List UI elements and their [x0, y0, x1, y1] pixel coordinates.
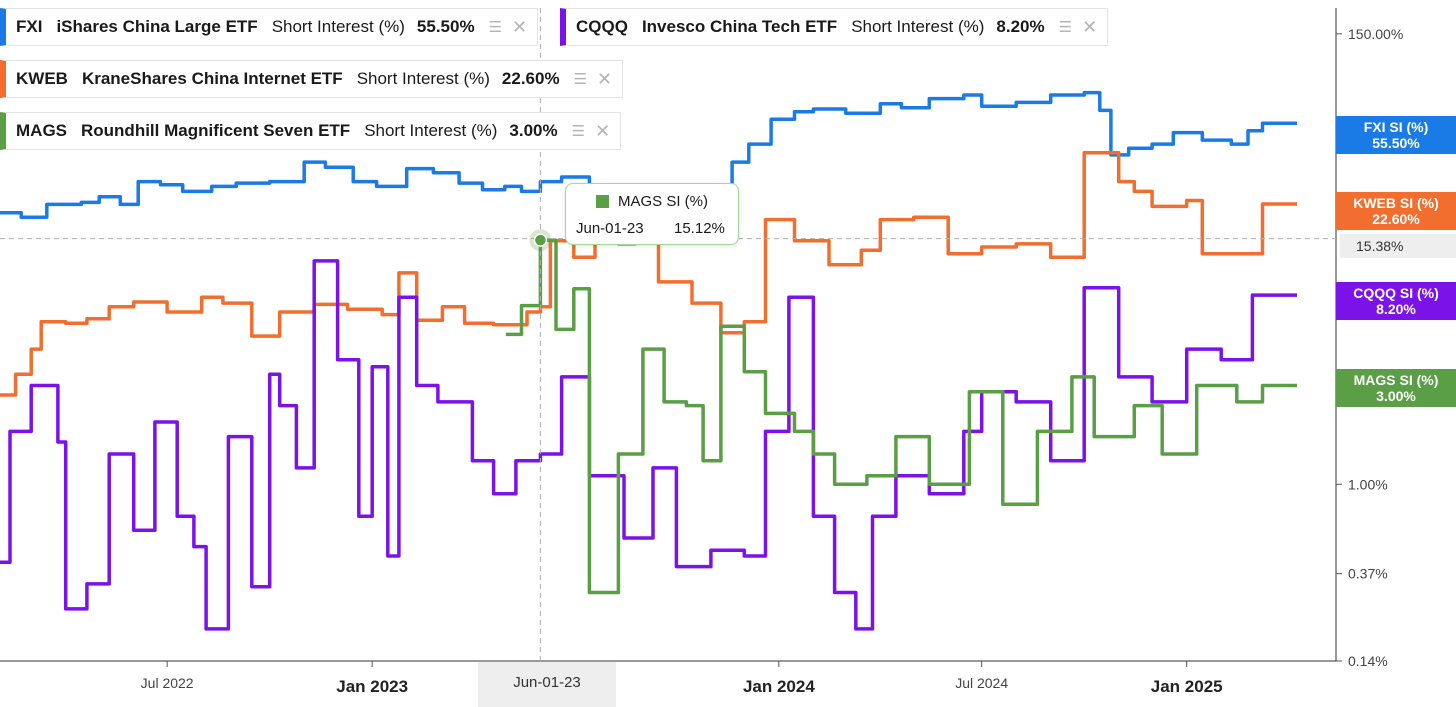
legend-kweb[interactable]: KWEB KraneShares China Internet ETF Shor… — [0, 60, 624, 98]
legend-ticker: CQQQ — [576, 17, 628, 36]
series-line-cqqq — [0, 259, 1297, 631]
crosshair-group — [0, 8, 1336, 661]
end-tag-cqqq: CQQQ SI (%) 8.20% — [1336, 282, 1456, 320]
crosshair-value-label: 15.38% — [1340, 234, 1456, 258]
end-tag-value: 22.60% — [1372, 211, 1420, 227]
tooltip-date: Jun-01-23 — [576, 220, 644, 237]
x-tick-label: Jan 2025 — [1151, 677, 1223, 696]
end-tag-fxi: FXI SI (%) 55.50% — [1336, 116, 1456, 154]
crosshair-date-label: Jun-01-23 — [478, 662, 616, 707]
legend-name: iShares China Large ETF — [56, 17, 258, 36]
end-tag-label: CQQQ SI (%) — [1353, 285, 1439, 301]
x-tick-label: Jan 2023 — [336, 677, 408, 696]
series-group — [0, 90, 1297, 631]
legend-ticker: MAGS — [16, 121, 67, 140]
layers-plus-icon[interactable]: ☰ — [571, 123, 586, 140]
end-tag-label: KWEB SI (%) — [1353, 195, 1439, 211]
legend-name: Invesco China Tech ETF — [641, 17, 838, 36]
layers-plus-icon[interactable]: ☰ — [1058, 19, 1073, 36]
end-tag-label: MAGS SI (%) — [1353, 372, 1439, 388]
legend-value: 3.00% — [509, 121, 558, 140]
hover-point[interactable] — [533, 233, 548, 247]
legend-name: KraneShares China Internet ETF — [81, 69, 343, 88]
close-icon[interactable]: ✕ — [1082, 16, 1098, 37]
y-tick-label: 0.14% — [1348, 653, 1388, 669]
legend-metric: Short Interest (%) — [851, 17, 985, 36]
end-tag-kweb: KWEB SI (%) 22.60% — [1336, 192, 1456, 230]
legend-value: 55.50% — [416, 17, 475, 36]
legend-mags[interactable]: MAGS Roundhill Magnificent Seven ETF Sho… — [0, 112, 622, 150]
x-tick-label: Jan 2024 — [743, 677, 815, 696]
tooltip-title: MAGS SI (%) — [618, 193, 709, 210]
data-tooltip: MAGS SI (%) Jun-01-23 15.12% — [565, 183, 739, 245]
end-tag-value: 55.50% — [1372, 135, 1420, 151]
end-tag-mags: MAGS SI (%) 3.00% — [1336, 369, 1456, 407]
y-tick-label: 0.37% — [1348, 566, 1388, 582]
y-tick-label: 1.00% — [1348, 476, 1388, 492]
close-icon[interactable]: ✕ — [595, 120, 611, 141]
tooltip-value: 15.12% — [674, 220, 725, 237]
legend-metric: Short Interest (%) — [271, 17, 405, 36]
end-tag-label: FXI SI (%) — [1363, 119, 1429, 135]
legend-metric: Short Interest (%) — [364, 121, 498, 140]
x-tick-label: Jul 2022 — [141, 675, 194, 691]
layers-plus-icon[interactable]: ☰ — [488, 19, 503, 36]
end-tag-value: 3.00% — [1376, 388, 1416, 404]
layers-plus-icon[interactable]: ☰ — [573, 71, 588, 88]
legend-ticker: FXI — [16, 17, 43, 36]
x-tick-label: Jul 2024 — [955, 675, 1008, 691]
legend-metric: Short Interest (%) — [356, 69, 490, 88]
close-icon[interactable]: ✕ — [597, 68, 613, 89]
legend-fxi[interactable]: FXI iShares China Large ETF Short Intere… — [0, 8, 539, 46]
end-tag-value: 8.20% — [1376, 301, 1416, 317]
legend-cqqq[interactable]: CQQQ Invesco China Tech ETF Short Intere… — [560, 8, 1109, 46]
y-tick-label: 150.00% — [1348, 26, 1403, 42]
axes-group: 150.00% 1.00% 0.37% 0.14% Jul 2022 Jan 2023 Ja… — [0, 8, 1403, 696]
legend-value: 22.60% — [501, 69, 560, 88]
tooltip-swatch — [596, 195, 609, 208]
legend-value: 8.20% — [996, 17, 1045, 36]
series-line-kweb — [0, 150, 1297, 397]
legend-name: Roundhill Magnificent Seven ETF — [81, 121, 351, 140]
series-line-mags — [505, 238, 1297, 595]
legend-ticker: KWEB — [16, 69, 68, 88]
close-icon[interactable]: ✕ — [512, 16, 528, 37]
